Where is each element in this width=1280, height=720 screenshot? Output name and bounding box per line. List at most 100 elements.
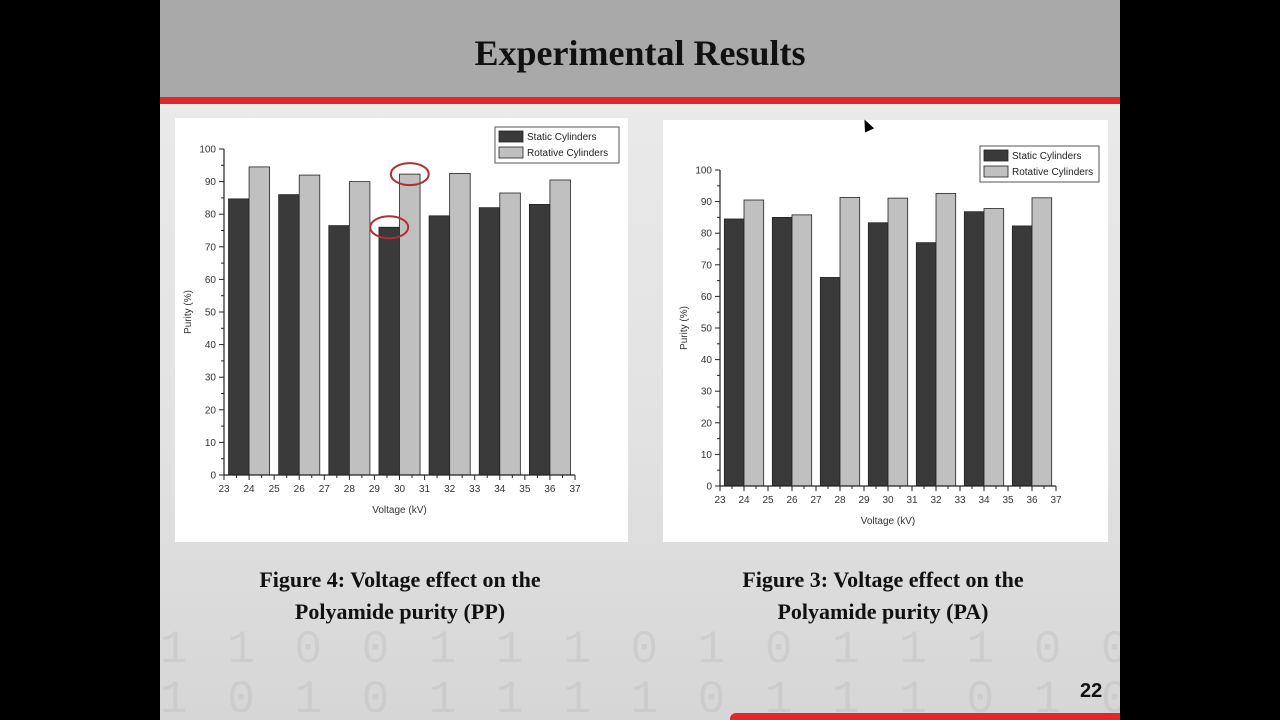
rotative-bar [887, 197, 909, 487]
static-bar [1011, 225, 1033, 487]
x-tick-label: 37 [1050, 495, 1062, 506]
legend-label: Static Cylinders [527, 132, 596, 143]
slide-header [160, 0, 1120, 97]
highlight-circle [389, 162, 430, 187]
static-bar [963, 211, 985, 487]
background-pattern: 1 1 0 0 1 1 1 0 1 0 1 1 1 0 0 0 1 11 0 1… [160, 624, 1120, 720]
x-tick-label: 24 [738, 495, 750, 506]
y-tick-label: 30 [205, 373, 217, 384]
y-tick-label: 80 [701, 229, 713, 240]
y-tick-label: 10 [205, 438, 217, 449]
x-tick-label: 24 [244, 484, 256, 495]
figure-3-chart: 23 24 25 26 27 28 29 30 31 32 33 34 35 36 37 0 10 20 30 40 5… [663, 120, 1108, 542]
static-bar [819, 277, 841, 487]
static-bar [378, 226, 400, 476]
x-tick-label: 37 [569, 484, 581, 495]
y-tick-label: 60 [701, 292, 713, 303]
y-tick-label: 0 [210, 471, 216, 482]
static-bar [867, 222, 889, 487]
y-tick-label: 90 [205, 177, 217, 188]
x-tick-label: 30 [394, 484, 406, 495]
legend-swatch [498, 146, 524, 159]
rotative-bar [791, 214, 813, 487]
caption-line: Figure 3: Voltage effect on the [742, 567, 1024, 592]
figure-4-chart: 23 24 25 26 27 28 29 30 31 32 33 34 35 36 37 0 10 20 30 40 5… [175, 118, 628, 542]
static-bar [278, 194, 300, 476]
x-tick-label: 23 [218, 484, 230, 495]
highlight-circle [369, 215, 410, 240]
y-tick-label: 20 [701, 418, 713, 429]
x-tick-label: 33 [469, 484, 481, 495]
x-tick-label: 32 [930, 495, 942, 506]
rotative-bar [935, 192, 957, 487]
footer-accent-bar [730, 713, 1120, 720]
static-bar [723, 218, 745, 487]
legend-swatch [983, 149, 1009, 162]
legend-swatch [498, 130, 524, 143]
rotative-bar [298, 174, 321, 476]
legend-swatch [983, 165, 1009, 178]
y-tick-label: 70 [205, 242, 217, 253]
slide: 1 1 0 0 1 1 1 0 1 0 1 1 1 0 0 0 1 11 0 1… [160, 0, 1120, 720]
rotative-bar [549, 179, 571, 476]
caption-line: Polyamide purity (PA) [777, 599, 989, 624]
static-bar [228, 198, 250, 476]
caption-line: Figure 4: Voltage effect on the [259, 567, 541, 592]
x-tick-label: 34 [494, 484, 506, 495]
x-tick-label: 25 [762, 495, 774, 506]
rotative-bar [449, 173, 471, 476]
static-bar [528, 204, 551, 476]
x-tick-label: 35 [519, 484, 531, 495]
x-tick-label: 33 [954, 495, 966, 506]
y-tick-label: 20 [205, 405, 217, 416]
x-tick-label: 31 [419, 484, 431, 495]
chart-svg: 23 24 25 26 27 28 29 30 31 32 33 34 35 36 37 0 10 20 30 40 5… [183, 126, 620, 516]
y-tick-label: 100 [695, 166, 712, 177]
legend-label: Rotative Cylinders [1012, 167, 1093, 178]
static-bar [328, 225, 350, 476]
y-tick-label: 30 [701, 387, 713, 398]
static-bar [915, 242, 937, 487]
x-tick-label: 26 [786, 495, 798, 506]
caption-line: Polyamide purity (PP) [294, 599, 506, 624]
rotative-bar [743, 199, 765, 487]
rotative-bar [248, 166, 271, 476]
y-tick-label: 70 [701, 260, 713, 271]
x-tick-label: 27 [319, 484, 331, 495]
x-tick-label: 28 [834, 495, 846, 506]
figure-3-caption: Figure 3: Voltage effect on the Polyamid… [673, 564, 1093, 628]
x-tick-label: 27 [810, 495, 822, 506]
x-tick-label: 35 [1002, 495, 1014, 506]
x-tick-label: 25 [269, 484, 281, 495]
legend-label: Static Cylinders [1012, 151, 1081, 162]
y-axis-label: Purity (%) [183, 290, 194, 334]
y-tick-label: 40 [205, 340, 217, 351]
x-tick-label: 29 [369, 484, 381, 495]
y-tick-label: 100 [199, 145, 216, 156]
y-tick-label: 80 [205, 210, 217, 221]
y-tick-label: 60 [205, 275, 217, 286]
x-tick-label: 36 [1026, 495, 1038, 506]
header-divider [160, 97, 1120, 104]
x-tick-label: 29 [858, 495, 870, 506]
x-tick-label: 30 [882, 495, 894, 506]
x-tick-label: 34 [978, 495, 990, 506]
x-tick-label: 31 [906, 495, 918, 506]
chart-svg: 23 24 25 26 27 28 29 30 31 32 33 34 35 36 37 0 10 20 30 40 5… [679, 145, 1100, 527]
x-axis-label: Voltage (kV) [372, 505, 426, 516]
figure-4-caption: Figure 4: Voltage effect on the Polyamid… [190, 564, 610, 628]
y-tick-label: 10 [701, 450, 713, 461]
static-bar [428, 215, 451, 476]
static-bar [478, 207, 501, 476]
x-axis-label: Voltage (kV) [861, 516, 915, 527]
static-bar [771, 217, 793, 487]
x-tick-label: 32 [444, 484, 456, 495]
rotative-bar [839, 197, 861, 487]
y-axis-label: Purity (%) [679, 306, 690, 350]
y-tick-label: 90 [701, 197, 713, 208]
x-tick-label: 28 [344, 484, 356, 495]
rotative-bar [499, 192, 521, 476]
y-tick-label: 40 [701, 355, 713, 366]
rotative-bar [348, 181, 371, 476]
x-tick-label: 26 [294, 484, 306, 495]
